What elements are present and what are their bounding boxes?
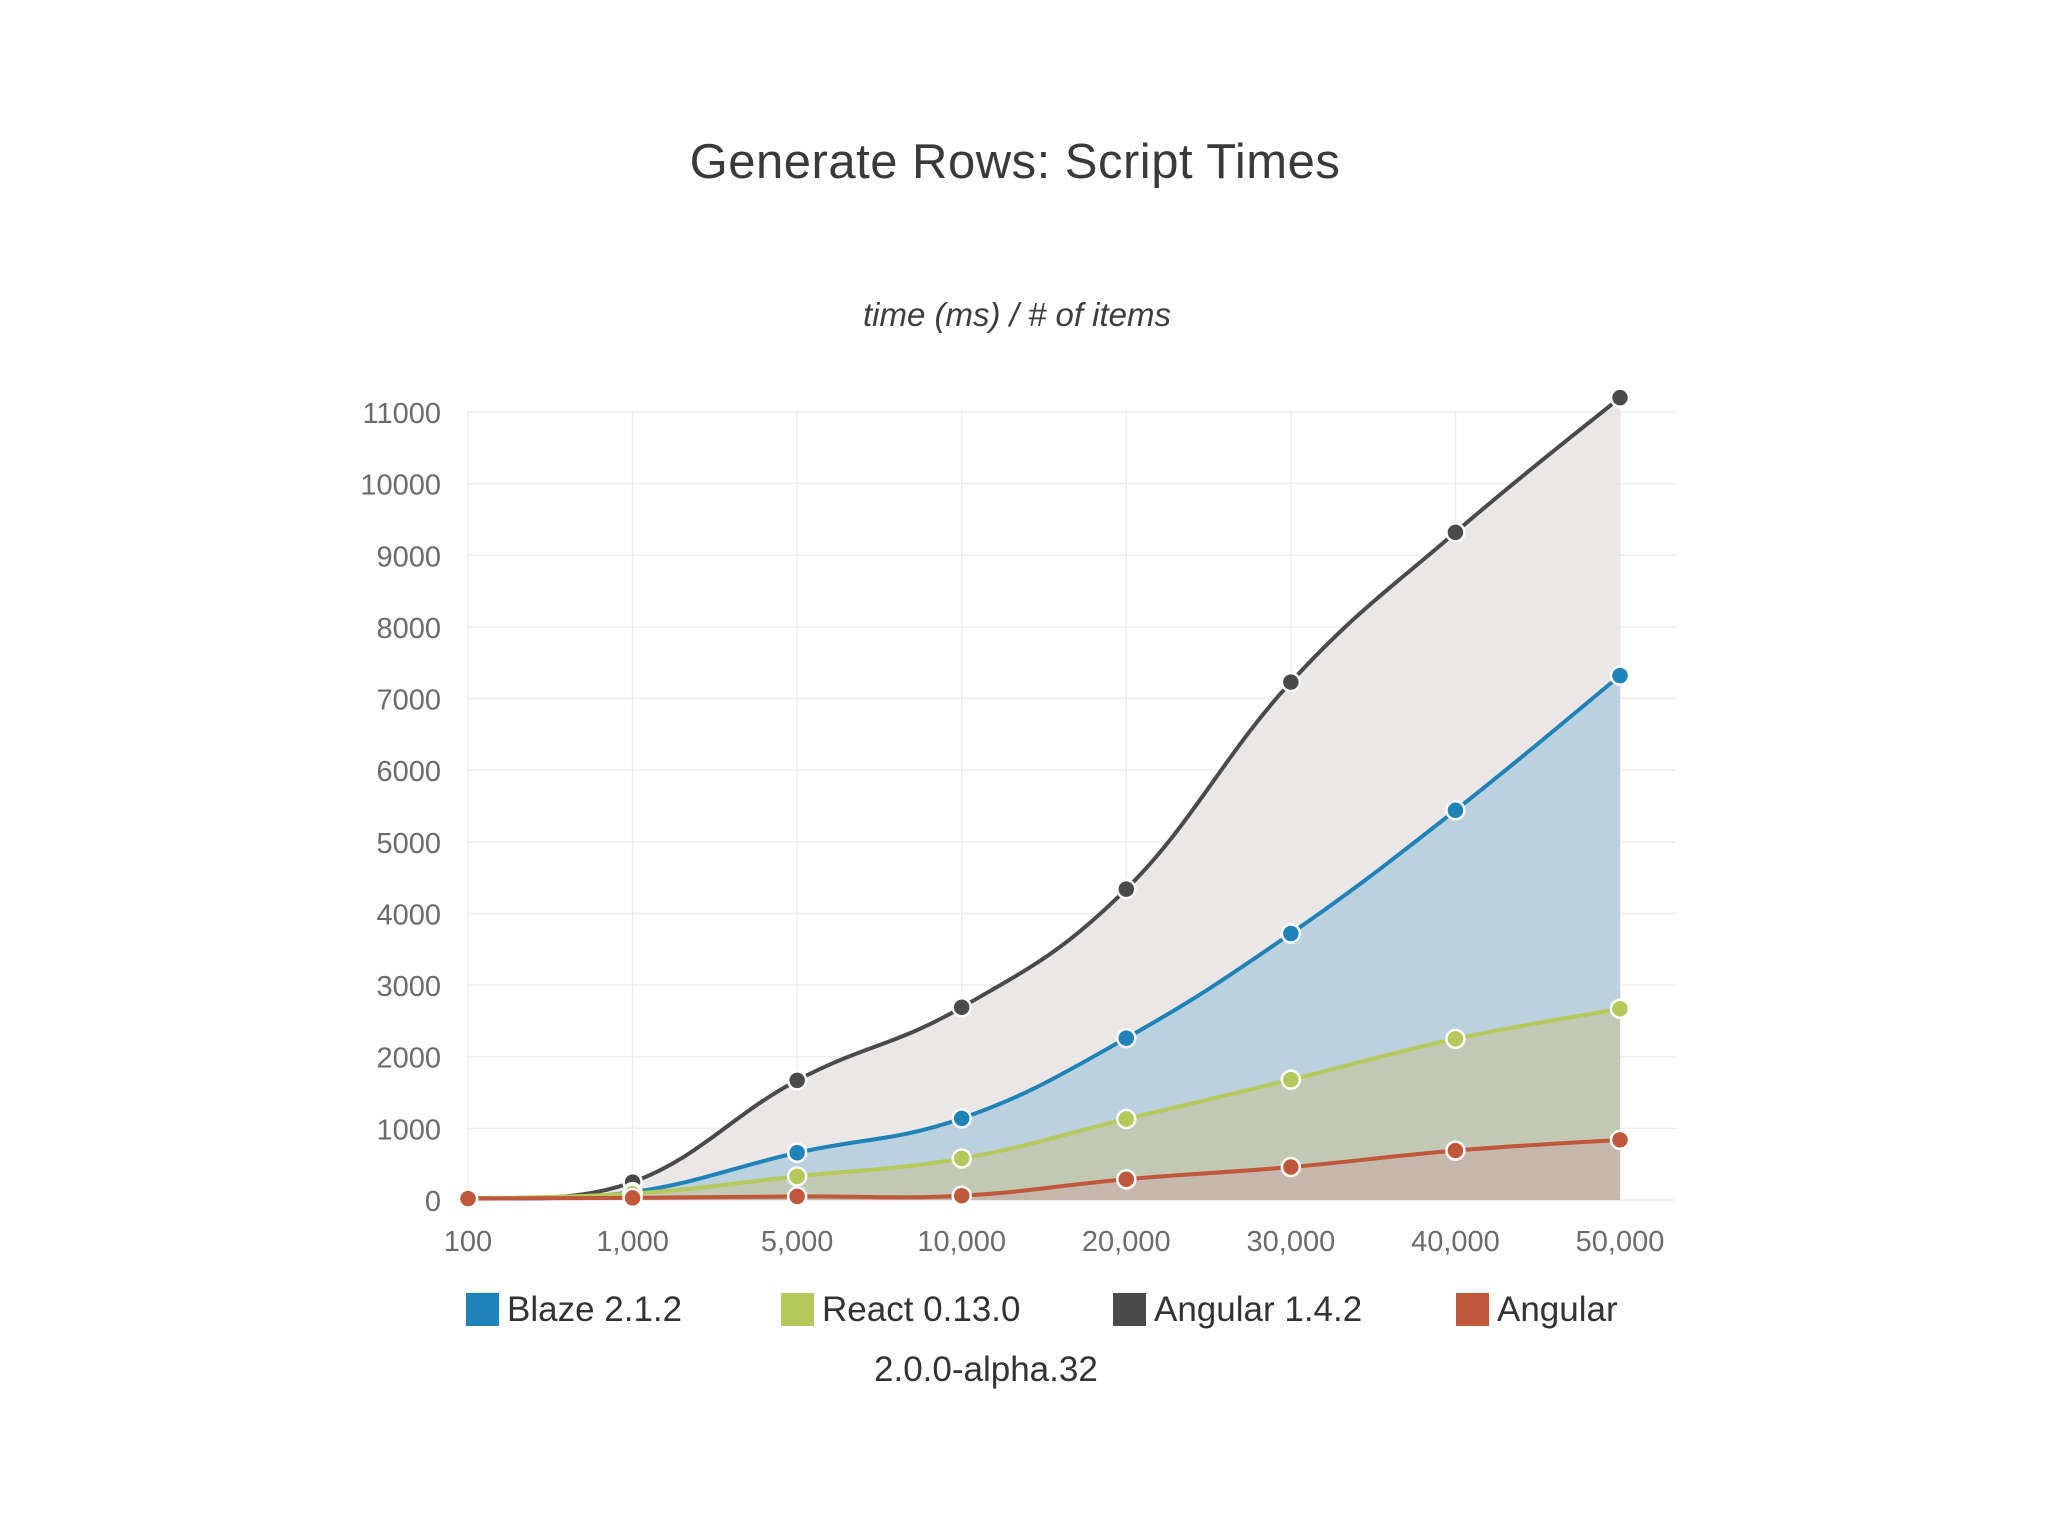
x-tick-label: 20,000 — [1082, 1226, 1171, 1258]
point-angular-2-0-0-alpha-32 — [786, 1186, 808, 1207]
point-angular-2-0-0-alpha-32 — [1609, 1129, 1631, 1151]
legend-swatch-angular-1 — [1113, 1293, 1146, 1326]
point-angular-1-4-2 — [1116, 878, 1137, 900]
legend-swatch-react — [781, 1293, 814, 1326]
point-blaze-2-1-2 — [1116, 1027, 1137, 1049]
legend-item-blaze[interactable]: Blaze 2.1.2 — [466, 1290, 682, 1334]
point-react-0-13-0 — [951, 1148, 972, 1169]
legend-label-blaze: Blaze 2.1.2 — [507, 1290, 683, 1329]
legend-swatch-angular-2 — [1456, 1293, 1489, 1326]
x-tick-label: 10,000 — [917, 1226, 1006, 1258]
point-react-0-13-0 — [1445, 1028, 1466, 1050]
x-axis-tick-labels: 100 1,000 5,000 10,000 20,000 30,000 40,000 50,… — [444, 1226, 1665, 1258]
chart-title: Generate Rows: Script Times — [689, 135, 1341, 189]
point-angular-2-0-0-alpha-32 — [951, 1185, 972, 1206]
point-angular-1-4-2 — [1609, 387, 1631, 408]
x-tick-label: 30,000 — [1247, 1226, 1336, 1258]
y-axis-tick-labels: 0 1000 2000 3000 4000 5000 6000 7000 8000 9000 100… — [360, 398, 441, 1218]
line-angular-2-0-0-alpha-32 — [467, 1137, 1621, 1201]
point-blaze-2-1-2 — [786, 1142, 808, 1163]
legend-item-angular-2[interactable]: Angular — [1456, 1290, 1618, 1334]
area-react-0-13-0 — [468, 1008, 1620, 1200]
x-tick-label: 1,000 — [596, 1226, 669, 1258]
point-blaze-2-1-2 — [1445, 800, 1466, 821]
y-tick-label: 6000 — [376, 756, 441, 788]
y-tick-label: 1000 — [376, 1114, 441, 1146]
point-angular-2-0-0-alpha-32 — [457, 1188, 479, 1209]
series-areas — [468, 397, 1620, 1200]
y-tick-label: 3000 — [376, 971, 441, 1003]
legend-item-angular-1[interactable]: Angular 1.4.2 — [1113, 1290, 1362, 1334]
y-tick-label: 2000 — [376, 1043, 441, 1075]
legend-swatch-blaze — [466, 1293, 499, 1326]
y-tick-label: 0 — [425, 1186, 441, 1218]
point-blaze-2-1-2 — [1609, 665, 1631, 686]
y-tick-label: 11000 — [363, 398, 442, 430]
point-blaze-2-1-2 — [1280, 923, 1302, 944]
point-blaze-2-1-2 — [951, 1108, 972, 1129]
y-tick-label: 10000 — [360, 470, 441, 502]
line-blaze-2-1-2 — [467, 674, 1622, 1201]
area-angular-2-0-0-alpha-32 — [468, 1139, 1620, 1200]
series-lines — [467, 396, 1622, 1201]
point-angular-1-4-2 — [1280, 671, 1302, 693]
point-angular-1-4-2 — [951, 997, 972, 1018]
y-tick-label: 5000 — [376, 828, 441, 860]
legend-item-react[interactable]: React 0.13.0 — [781, 1290, 1020, 1334]
point-angular-2-0-0-alpha-32 — [1445, 1140, 1466, 1161]
point-angular-1-4-2 — [786, 1070, 808, 1091]
point-angular-1-4-2 — [1445, 522, 1466, 543]
y-tick-label: 4000 — [376, 899, 441, 931]
y-tick-label: 7000 — [376, 685, 441, 717]
line-angular-1-4-2 — [467, 396, 1622, 1201]
point-angular-2-0-0-alpha-32 — [1116, 1168, 1137, 1190]
legend-label-react: React 0.13.0 — [822, 1290, 1021, 1329]
point-react-0-13-0 — [1280, 1069, 1302, 1090]
y-tick-label: 8000 — [376, 613, 441, 645]
x-tick-label: 50,000 — [1576, 1226, 1665, 1258]
point-react-0-13-0 — [786, 1166, 808, 1187]
x-tick-label: 40,000 — [1411, 1226, 1500, 1258]
chart-subtitle: time (ms) / # of items — [862, 296, 1172, 333]
y-tick-label: 9000 — [376, 541, 441, 573]
point-react-0-13-0 — [1116, 1108, 1137, 1130]
point-angular-2-0-0-alpha-32 — [1280, 1156, 1302, 1178]
point-angular-2-0-0-alpha-32 — [622, 1187, 643, 1209]
legend-label-angular-1: Angular 1.4.2 — [1154, 1290, 1363, 1329]
point-react-0-13-0 — [1609, 998, 1631, 1019]
line-react-0-13-0 — [467, 1006, 1621, 1201]
series-points — [457, 387, 1631, 1209]
legend-label-angular-2: Angular — [1497, 1290, 1618, 1329]
legend-label-angular-2-version: 2.0.0-alpha.32 — [874, 1350, 1098, 1389]
x-tick-label: 5,000 — [761, 1226, 834, 1258]
x-tick-label: 100 — [444, 1226, 492, 1258]
